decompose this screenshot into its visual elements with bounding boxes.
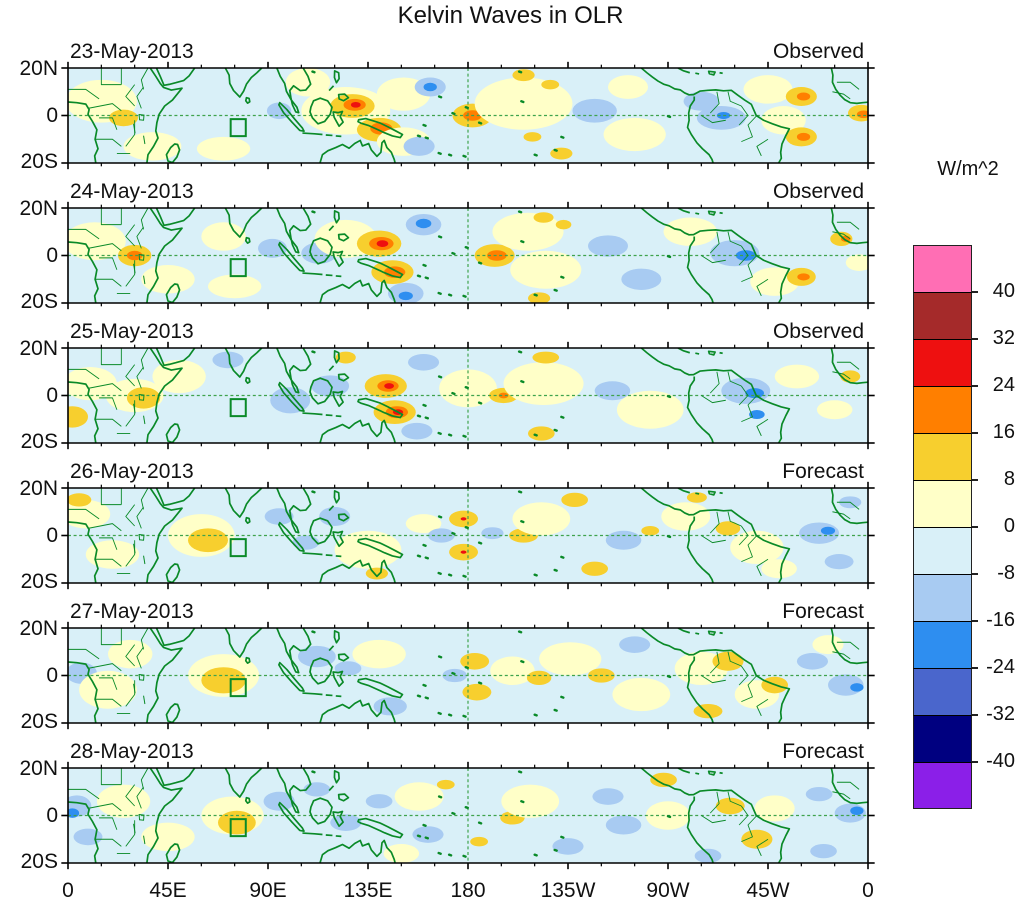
colorbar-tick	[972, 432, 978, 434]
x-tick-label: 0	[862, 879, 874, 902]
colorbar-tick-label: -24	[986, 656, 1015, 678]
colorbar-tick	[972, 338, 978, 340]
y-tick-label: 20S	[20, 290, 58, 313]
x-tick-label: 0	[62, 879, 74, 902]
panel-date-label: 25-May-2013	[70, 320, 194, 343]
x-tick-label: 45W	[746, 879, 790, 902]
y-tick-label: 20S	[20, 710, 58, 733]
y-tick-label: 20N	[19, 57, 58, 80]
x-tick-label: 45E	[149, 879, 187, 902]
panel-type-label: Observed	[772, 180, 864, 203]
colorbar-tick-label: 40	[992, 280, 1015, 302]
colorbar-tick	[972, 714, 978, 716]
panel-date-label: 27-May-2013	[70, 600, 194, 623]
panel-map	[68, 348, 868, 443]
y-tick-label: 20N	[19, 197, 58, 220]
colorbar-tick	[972, 526, 978, 528]
colorbar-tick	[972, 667, 978, 669]
panel-date-label: 28-May-2013	[70, 740, 194, 763]
y-tick-label: 20S	[20, 150, 58, 173]
colorbar-tick-label: 24	[992, 374, 1015, 396]
map-svg-23-May-2013	[68, 68, 868, 163]
x-tick-label: 135W	[540, 879, 596, 902]
map-svg-27-May-2013	[68, 628, 868, 723]
colorbar-segment	[913, 527, 972, 574]
panel-date-label: 26-May-2013	[70, 460, 194, 483]
y-tick-label: 20N	[19, 337, 58, 360]
y-tick-label: 0	[46, 243, 58, 267]
y-tick-label: 0	[46, 103, 58, 127]
colorbar-segment	[913, 245, 972, 292]
y-tick-label: 0	[46, 523, 58, 547]
y-tick-label: 20S	[20, 570, 58, 593]
panel-date-label: 23-May-2013	[70, 40, 194, 63]
colorbar-tick-label: -40	[986, 750, 1015, 772]
colorbar-segment	[913, 386, 972, 433]
colorbar-tick-label: 0	[1003, 515, 1015, 537]
x-tick-label: 90W	[646, 879, 690, 902]
y-tick-label: 20N	[19, 757, 58, 780]
x-tick-label: 90E	[249, 879, 287, 902]
colorbar-tick-label: -8	[997, 562, 1015, 584]
colorbar-tick-label: 32	[992, 327, 1015, 349]
y-tick-label: 20N	[19, 477, 58, 500]
y-tick-label: 0	[46, 803, 58, 827]
colorbar-segment	[913, 480, 972, 527]
panel-date-label: 24-May-2013	[70, 180, 194, 203]
colorbar-tick	[972, 479, 978, 481]
panel-map	[68, 68, 868, 163]
colorbar-tick-label: -16	[986, 609, 1015, 631]
x-tick-label: 180	[450, 879, 486, 902]
panel-map	[68, 488, 868, 583]
y-tick-label: 0	[46, 383, 58, 407]
colorbar-segment	[913, 433, 972, 480]
colorbar-tick-label: 16	[992, 421, 1015, 443]
colorbar-tick-label: 8	[1003, 468, 1015, 490]
colorbar-segment	[913, 339, 972, 386]
colorbar-segment	[913, 715, 972, 762]
colorbar-tick	[972, 573, 978, 575]
y-tick-label: 20S	[20, 430, 58, 453]
y-tick-label: 20N	[19, 617, 58, 640]
map-svg-28-May-2013	[68, 768, 868, 863]
colorbar-segment	[913, 292, 972, 339]
colorbar-tick-label: -32	[986, 703, 1015, 725]
map-svg-26-May-2013	[68, 488, 868, 583]
panel-type-label: Observed	[772, 320, 864, 343]
map-svg-25-May-2013	[68, 348, 868, 443]
colorbar-segment	[913, 574, 972, 621]
colorbar-tick	[972, 620, 978, 622]
colorbar-segment	[913, 762, 972, 809]
panel-map	[68, 628, 868, 723]
colorbar-segment	[913, 668, 972, 715]
y-tick-label: 0	[46, 663, 58, 687]
y-tick-label: 20S	[20, 850, 58, 873]
colorbar-tick	[972, 385, 978, 387]
panel-map	[68, 208, 868, 303]
chart-title: Kelvin Waves in OLR	[397, 2, 624, 29]
panel-type-label: Observed	[772, 40, 864, 63]
panel-type-label: Forecast	[782, 600, 864, 623]
panel-map	[68, 768, 868, 863]
colorbar-tick	[972, 291, 978, 293]
panel-type-label: Forecast	[782, 460, 864, 483]
colorbar-segment	[913, 621, 972, 668]
map-svg-24-May-2013	[68, 208, 868, 303]
colorbar-tick	[972, 761, 978, 763]
colorbar-units-label: W/m^2	[937, 158, 999, 180]
x-tick-label: 135E	[343, 879, 393, 902]
panel-type-label: Forecast	[782, 740, 864, 763]
